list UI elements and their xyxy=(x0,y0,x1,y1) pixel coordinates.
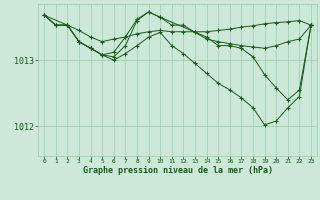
X-axis label: Graphe pression niveau de la mer (hPa): Graphe pression niveau de la mer (hPa) xyxy=(83,166,273,175)
